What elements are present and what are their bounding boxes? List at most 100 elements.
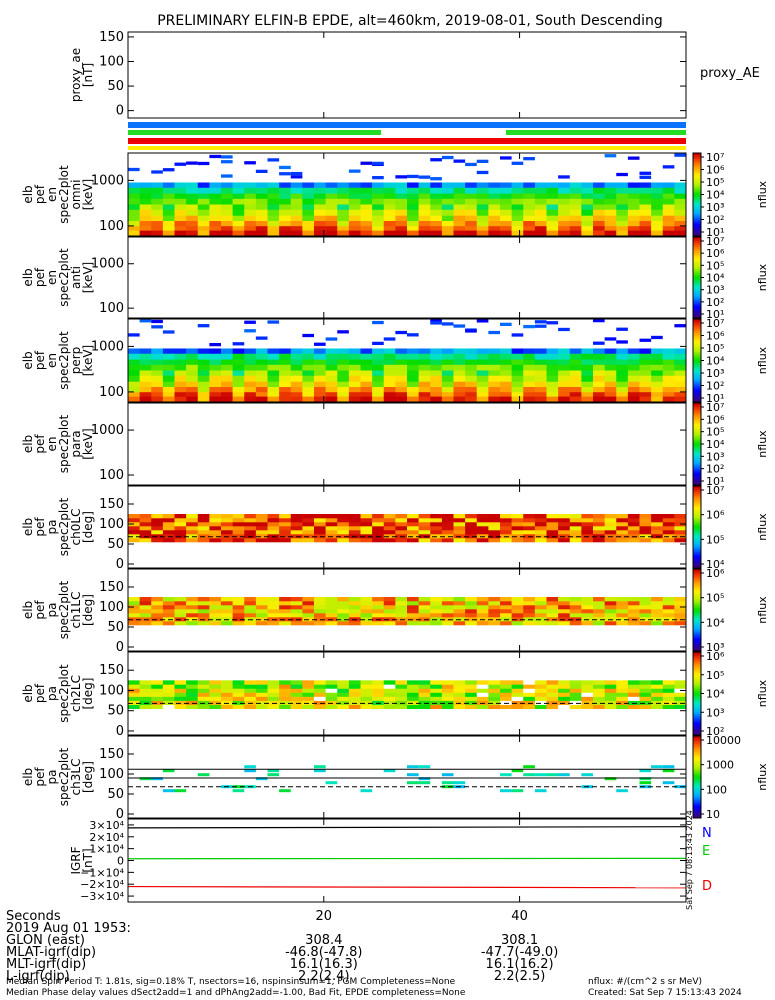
colorbar-segment <box>693 321 701 324</box>
spectrogram-cell <box>337 330 349 334</box>
spectrogram-cell <box>290 617 303 622</box>
colorbar-tick-label: 10² <box>706 380 724 393</box>
spectrogram-cell <box>325 684 338 689</box>
footer-created: Created: Sat Sep 7 15:13:43 2024 <box>588 988 742 998</box>
y-axis-label: pa <box>45 603 59 618</box>
spectrogram-cell <box>348 220 361 227</box>
spectrogram-cell <box>616 172 628 177</box>
spectrogram-cell <box>407 370 419 376</box>
spectrogram-cell <box>151 526 164 531</box>
spectrogram-cell <box>651 335 663 340</box>
spectrogram-cell <box>302 370 315 376</box>
spectrogram-cell <box>279 353 292 360</box>
spectrogram-cell <box>221 359 233 365</box>
spectrogram-cell <box>197 601 210 606</box>
spectrogram-cell <box>383 514 396 519</box>
spectrogram-cell <box>534 789 547 793</box>
spectrogram-cell <box>174 225 187 231</box>
colorbar-segment <box>693 545 701 548</box>
spectrogram-cell <box>151 391 164 397</box>
spectrogram-cell <box>476 514 489 519</box>
spectrogram-cell <box>639 175 652 179</box>
spectrogram-cell <box>627 692 640 697</box>
spectrogram-cell <box>523 704 536 709</box>
spectrogram-cell <box>383 215 396 222</box>
spectrogram-cell <box>534 684 547 689</box>
spectrogram-cell <box>430 386 443 393</box>
spectrogram-cell <box>372 684 385 689</box>
spectrogram-cell <box>174 696 187 701</box>
spectrogram-cell <box>418 175 431 179</box>
spectrogram-cell <box>209 154 221 159</box>
spectrogram-cell <box>267 193 280 199</box>
spectrogram-cell <box>627 375 640 382</box>
spectrogram-cell <box>616 348 629 354</box>
colorbar-segment <box>693 699 701 703</box>
spectrogram-cell <box>627 609 640 614</box>
spectrogram-cell <box>407 781 419 785</box>
spectrogram-cell <box>325 518 338 523</box>
spectrogram-cell <box>616 215 629 222</box>
spectrogram-cell <box>651 220 664 227</box>
spectrogram-cell <box>581 514 594 519</box>
colorbar-tick-label: 100 <box>706 783 727 796</box>
spectrogram-cell <box>244 696 257 701</box>
spectrogram-cell <box>383 204 396 210</box>
spectrogram-cell <box>209 182 222 188</box>
spectrogram-cell <box>325 370 338 376</box>
spectrogram-cell <box>651 613 664 618</box>
spectrogram-cell <box>290 680 303 685</box>
colorbar-frame <box>692 485 702 569</box>
spectrogram-cell <box>290 601 303 606</box>
spectrogram-cell <box>465 597 478 602</box>
spectrogram-cell <box>453 601 466 606</box>
spectrogram-cell <box>337 684 350 689</box>
spectrogram-cell <box>139 204 152 210</box>
spectrogram-cell <box>151 700 164 705</box>
spectrogram-cell <box>151 538 164 543</box>
spectrogram-cell <box>290 692 303 697</box>
spectrogram-cell <box>488 386 501 393</box>
spectrogram-cell <box>546 187 559 194</box>
spectrogram-cell <box>662 613 675 618</box>
spectrogram-cell <box>162 330 175 334</box>
spectrogram-cell <box>651 215 664 222</box>
colorbar-segment <box>693 551 701 555</box>
colorbar-segment <box>693 791 701 794</box>
spectrogram-cell <box>523 396 536 403</box>
spectrogram-cells <box>128 153 687 237</box>
spectrogram-cell <box>569 220 582 227</box>
colorbar-tick-label: 10 <box>706 808 720 821</box>
spectrogram-cell <box>244 381 257 388</box>
spectrogram-cell <box>383 193 396 199</box>
spectrogram-cell <box>314 182 326 188</box>
spectrogram-cell <box>290 684 303 689</box>
colorbar-segment <box>693 512 701 516</box>
spectrogram-cell <box>453 230 466 237</box>
stamp-text: Sat Sep 7 08:13:43 2024 <box>685 810 694 910</box>
spectrogram-cell <box>627 514 640 519</box>
spectrogram-cell <box>488 696 501 701</box>
spectrogram-cell <box>465 518 478 523</box>
colorbar-segment <box>693 202 701 206</box>
spectrogram-cell <box>523 230 536 237</box>
spectrogram-cell <box>151 613 164 618</box>
footer-row-label: GLON (east) <box>6 933 85 948</box>
spectrogram-cell <box>139 613 152 618</box>
spectrogram-cell <box>348 198 361 205</box>
spectrogram-cell <box>186 209 199 216</box>
spectrogram-cell <box>465 688 478 693</box>
colorbar-segment <box>693 305 701 309</box>
colorbar-segment <box>693 480 701 484</box>
spectrogram-cell <box>255 522 268 527</box>
spectrogram-cell <box>523 386 536 393</box>
spectrogram-cell <box>546 193 559 199</box>
spectrogram-cell <box>523 359 536 365</box>
spectrogram-cell <box>639 370 652 376</box>
colorbar-segment <box>693 490 701 493</box>
y-tick-label: 50 <box>107 79 124 94</box>
spectrogram-cell <box>395 538 408 543</box>
